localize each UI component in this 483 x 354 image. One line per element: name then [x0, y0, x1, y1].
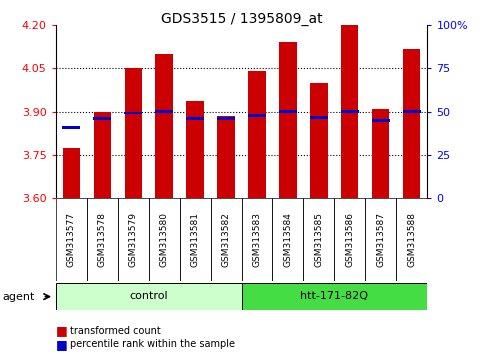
Text: GSM313584: GSM313584 — [284, 212, 293, 267]
Bar — [125, 68, 142, 198]
Bar — [366, 198, 397, 281]
Text: GSM313580: GSM313580 — [159, 212, 169, 267]
Bar — [86, 198, 117, 281]
Bar — [124, 112, 142, 114]
Bar — [403, 49, 421, 198]
Bar — [280, 42, 297, 198]
Text: GDS3515 / 1395809_at: GDS3515 / 1395809_at — [161, 12, 322, 27]
Text: htt-171-82Q: htt-171-82Q — [300, 291, 369, 302]
Bar — [155, 110, 173, 113]
Text: GSM313586: GSM313586 — [345, 212, 355, 267]
Text: GSM313577: GSM313577 — [67, 212, 75, 267]
Bar — [341, 25, 358, 198]
Bar — [217, 116, 235, 198]
Text: GSM313583: GSM313583 — [253, 212, 261, 267]
Bar — [403, 110, 421, 113]
Bar — [149, 198, 180, 281]
Bar — [341, 110, 359, 113]
Bar — [334, 198, 366, 281]
Bar — [211, 198, 242, 281]
Bar — [242, 198, 272, 281]
Bar — [248, 71, 266, 198]
Bar — [397, 198, 427, 281]
Text: agent: agent — [2, 292, 35, 302]
Text: GSM313588: GSM313588 — [408, 212, 416, 267]
Bar — [185, 117, 204, 120]
Bar — [372, 109, 389, 198]
Text: ■: ■ — [56, 325, 67, 337]
Bar — [62, 148, 80, 198]
Text: GSM313578: GSM313578 — [98, 212, 107, 267]
Bar — [56, 198, 86, 281]
Bar — [279, 110, 298, 113]
Text: GSM313582: GSM313582 — [222, 212, 230, 267]
Bar — [310, 116, 328, 119]
Bar — [242, 283, 427, 310]
Text: percentile rank within the sample: percentile rank within the sample — [70, 339, 235, 349]
Bar — [311, 82, 327, 198]
Bar — [186, 101, 203, 198]
Bar — [272, 198, 303, 281]
Text: GSM313581: GSM313581 — [190, 212, 199, 267]
Text: GSM313579: GSM313579 — [128, 212, 138, 267]
Text: control: control — [129, 291, 168, 302]
Bar — [303, 198, 334, 281]
Bar — [180, 198, 211, 281]
Bar — [56, 283, 242, 310]
Text: GSM313587: GSM313587 — [376, 212, 385, 267]
Bar — [248, 114, 266, 117]
Bar — [156, 54, 172, 198]
Text: transformed count: transformed count — [70, 326, 161, 336]
Bar — [371, 119, 390, 122]
Bar — [94, 112, 111, 198]
Text: GSM313585: GSM313585 — [314, 212, 324, 267]
Text: ■: ■ — [56, 338, 67, 350]
Bar — [217, 117, 235, 120]
Bar — [62, 126, 80, 129]
Bar — [93, 117, 112, 120]
Bar — [117, 198, 149, 281]
